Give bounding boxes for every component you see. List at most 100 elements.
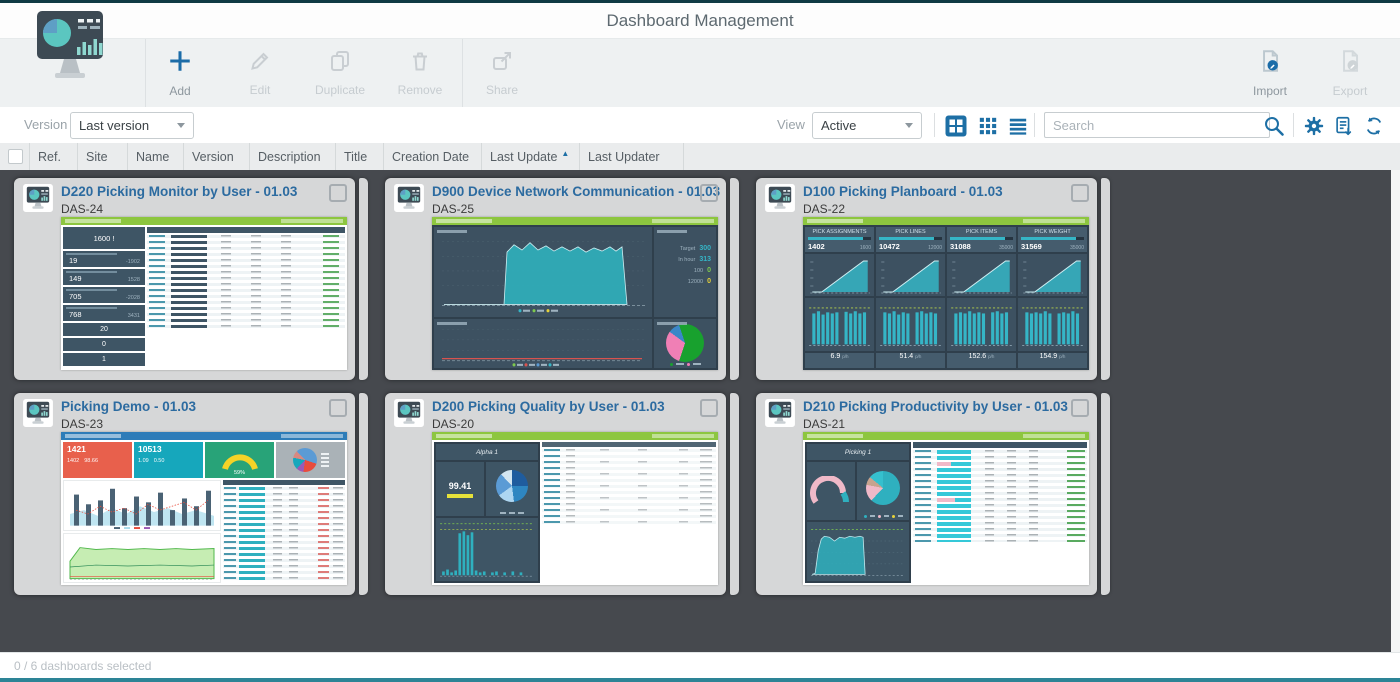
view-cards-icon[interactable] [944, 114, 968, 138]
card-title: D220 Picking Monitor by User - 01.03 [61, 184, 298, 199]
card-title: D100 Picking Planboard - 01.03 [803, 184, 1003, 199]
select-all-checkbox[interactable] [8, 149, 23, 164]
search-input[interactable] [1044, 112, 1270, 138]
dashboard-thumbnail: Target 300 In hour 313 100 0 12000 0 [432, 217, 718, 370]
dashboard-card-das20[interactable]: D200 Picking Quality by User - 01.03 DAS… [385, 393, 739, 595]
column-header-site[interactable]: Site [78, 143, 128, 170]
card-checkbox[interactable] [700, 184, 718, 202]
column-header-title[interactable]: Title [336, 143, 384, 170]
card-title: D200 Picking Quality by User - 01.03 [432, 399, 665, 414]
status-bar: 0 / 6 dashboards selected [0, 652, 1400, 678]
dashboard-grid: D220 Picking Monitor by User - 01.03 DAS… [0, 170, 1400, 652]
card-checkbox[interactable] [1071, 184, 1089, 202]
thumb-table [223, 480, 345, 583]
add-icon [167, 48, 193, 79]
selection-status: 0 / 6 dashboards selected [14, 658, 152, 673]
card-checkbox[interactable] [329, 399, 347, 417]
separator [934, 113, 935, 137]
thumb-table [913, 442, 1087, 583]
column-header-name[interactable]: Name [128, 143, 184, 170]
refresh-icon[interactable] [1362, 114, 1386, 138]
add-button[interactable]: Add [140, 39, 220, 107]
thumb-gauge-tile: 59% [205, 442, 274, 478]
gear-icon[interactable] [1302, 114, 1326, 138]
export-list-icon[interactable] [1332, 114, 1356, 138]
thumb-flat-chart [434, 319, 652, 368]
dashboard-thumb-logo-icon [765, 184, 795, 217]
card-title: D900 Device Network Communication - 01.0… [432, 184, 721, 199]
thumb-table [147, 227, 345, 370]
dashboard-thumbnail: Alpha 1 99.41 [432, 432, 718, 585]
window-top-border [0, 0, 1400, 3]
toolbar-separator [462, 39, 463, 107]
sort-asc-icon: ▲ [561, 149, 570, 158]
thumb-area-chart [807, 522, 909, 581]
view-select[interactable]: Active [812, 112, 922, 139]
card-checkbox[interactable] [329, 184, 347, 202]
version-label: Version [24, 117, 68, 132]
import-button[interactable]: Import [1230, 39, 1310, 107]
chevron-down-icon [177, 123, 185, 128]
toolbar: Add Edit Duplicate Remove [0, 11, 1400, 108]
column-header-version[interactable]: Version [184, 143, 250, 170]
thumb-kpi-tile: 99.41 [436, 462, 484, 516]
thumb-header-bar [61, 432, 347, 440]
dashboard-thumbnail: PICK ASSIGNMENTS 1402 1600 [803, 217, 1089, 370]
card-checkbox[interactable] [1071, 399, 1089, 417]
thumb-pie-chart [486, 462, 538, 516]
card-title: Picking Demo - 01.03 [61, 399, 197, 414]
card-title: D210 Picking Productivity by User - 01.0… [803, 399, 1068, 414]
card-ref: DAS-22 [803, 202, 846, 216]
edit-button: Edit [220, 39, 300, 107]
card-ref: DAS-23 [61, 417, 104, 431]
window-bottom-border [0, 678, 1400, 682]
dashboard-thumb-logo-icon [394, 399, 424, 432]
filter-bar: Version Last version View Active [0, 107, 1400, 144]
separator [1293, 113, 1294, 137]
dashboard-card-das21[interactable]: D210 Picking Productivity by User - 01.0… [756, 393, 1110, 595]
view-grid-icon[interactable] [976, 114, 1000, 138]
thumb-panel-title: Picking 1 [807, 444, 909, 460]
card-checkbox[interactable] [700, 399, 718, 417]
page-title: Dashboard Management [606, 10, 794, 30]
thumb-panel-title: Alpha 1 [436, 444, 538, 460]
column-header-creation-date[interactable]: Creation Date [384, 143, 482, 170]
thumb-area-chart [63, 532, 221, 583]
dashboard-card-das22[interactable]: D100 Picking Planboard - 01.03 DAS-22 PI… [756, 178, 1110, 380]
dashboard-card-das24[interactable]: D220 Picking Monitor by User - 01.03 DAS… [14, 178, 368, 380]
column-header-last-updater[interactable]: Last Updater [580, 143, 684, 170]
table-header: Ref. Site Name Version Description Title… [0, 143, 1400, 171]
duplicate-button: Duplicate [300, 39, 380, 107]
search-icon[interactable] [1262, 114, 1286, 138]
remove-button: Remove [380, 39, 460, 107]
trash-icon [408, 49, 432, 78]
thumb-pie-chart [654, 319, 716, 368]
thumb-gauge [807, 462, 855, 520]
view-label: View [777, 117, 805, 132]
share-icon [490, 49, 514, 78]
card-ref: DAS-21 [803, 417, 846, 431]
thumb-stats-panel: Target 300 In hour 313 100 0 12000 0 [654, 227, 716, 317]
toolbar-separator [145, 39, 146, 107]
column-header-last-update[interactable]: Last Update ▲ [482, 143, 580, 170]
thumb-header-bar [432, 432, 718, 440]
version-select[interactable]: Last version [70, 112, 194, 139]
chevron-down-icon [905, 123, 913, 128]
dashboard-card-das25[interactable]: D900 Device Network Communication - 01.0… [385, 178, 739, 380]
column-header-filler [684, 143, 1400, 170]
export-button: Export [1310, 39, 1390, 107]
thumb-pie-tile [276, 442, 345, 478]
thumb-header-bar [803, 432, 1089, 440]
thumb-header-bar [432, 217, 718, 225]
column-header-description[interactable]: Description [250, 143, 336, 170]
separator [1034, 113, 1035, 137]
scrollbar[interactable] [1391, 170, 1400, 652]
dashboard-card-das23[interactable]: Picking Demo - 01.03 DAS-23 1421 1402 98.… [14, 393, 368, 595]
thumb-bar-chart [436, 518, 538, 581]
view-list-icon[interactable] [1006, 114, 1030, 138]
app-logo-icon [28, 9, 112, 90]
card-ref: DAS-25 [432, 202, 475, 216]
column-header-ref[interactable]: Ref. [30, 143, 78, 170]
pencil-icon [248, 49, 272, 78]
card-ref: DAS-24 [61, 202, 104, 216]
